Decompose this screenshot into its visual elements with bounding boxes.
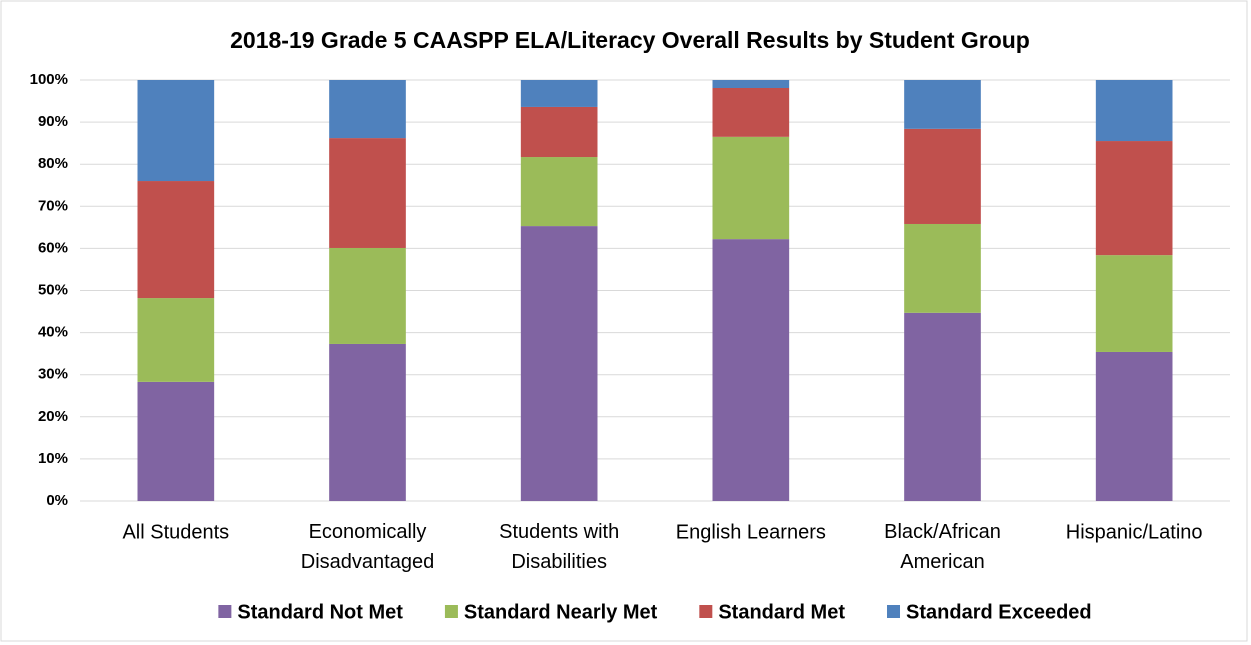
bar-segment [137, 298, 215, 382]
legend-label: Standard Met [718, 601, 845, 623]
bar-segment [520, 157, 598, 227]
bar-segment [137, 181, 215, 299]
bar-segment [137, 381, 215, 501]
bar-segment [712, 80, 790, 88]
bar-segment [329, 343, 406, 501]
y-tick-label: 20% [38, 408, 68, 425]
x-tick-label: English Learners [676, 521, 826, 543]
chart-title: 2018-19 Grade 5 CAASPP ELA/Literacy Over… [230, 27, 1030, 53]
x-tick-label: All Students [122, 521, 229, 543]
bar-segment [329, 138, 406, 248]
y-tick-label: 60% [38, 239, 68, 256]
x-tick-label: Students with Disabilities [499, 521, 619, 573]
bar-segment [1095, 141, 1173, 256]
y-tick-label: 30% [38, 366, 68, 383]
bar-segment [712, 136, 790, 240]
bar-segment [904, 223, 981, 313]
y-tick-label: 90% [38, 113, 68, 130]
y-tick-label: 100% [30, 71, 68, 88]
y-tick-label: 40% [38, 324, 68, 341]
y-tick-label: 80% [38, 155, 68, 172]
bar-segment [904, 80, 981, 129]
x-tick-label: Black/African American [884, 521, 1001, 573]
legend-label: Standard Exceeded [906, 601, 1092, 623]
bar-segment [520, 106, 598, 158]
bar-segment [520, 80, 598, 107]
bar-segment [329, 247, 406, 344]
bar-segment [1095, 255, 1173, 352]
legend-label: Standard Nearly Met [464, 601, 658, 623]
bar-segment [329, 80, 406, 139]
bar-segment [712, 87, 790, 137]
bar-segment [712, 239, 790, 501]
bar-segment [137, 80, 215, 182]
y-tick-label: 70% [38, 197, 68, 214]
legend-swatch [218, 605, 232, 618]
x-tick-label: Hispanic/Latino [1066, 521, 1203, 543]
bar-segment [1095, 351, 1173, 501]
legend-swatch [444, 605, 458, 618]
legend: Standard Not Met Standard Nearly Met Stand… [218, 601, 1092, 623]
legend-swatch [887, 605, 901, 618]
legend-label: Standard Not Met [237, 601, 403, 623]
y-tick-label: 0% [46, 492, 68, 509]
bar-segment [904, 312, 981, 501]
bar-segment [904, 128, 981, 224]
bar-segment [1095, 80, 1173, 142]
y-tick-label: 50% [38, 281, 68, 298]
x-tick-label: Economically Disadvantaged [301, 521, 434, 573]
legend-swatch [699, 605, 713, 618]
y-tick-label: 10% [38, 450, 68, 467]
bar-segment [520, 226, 598, 501]
